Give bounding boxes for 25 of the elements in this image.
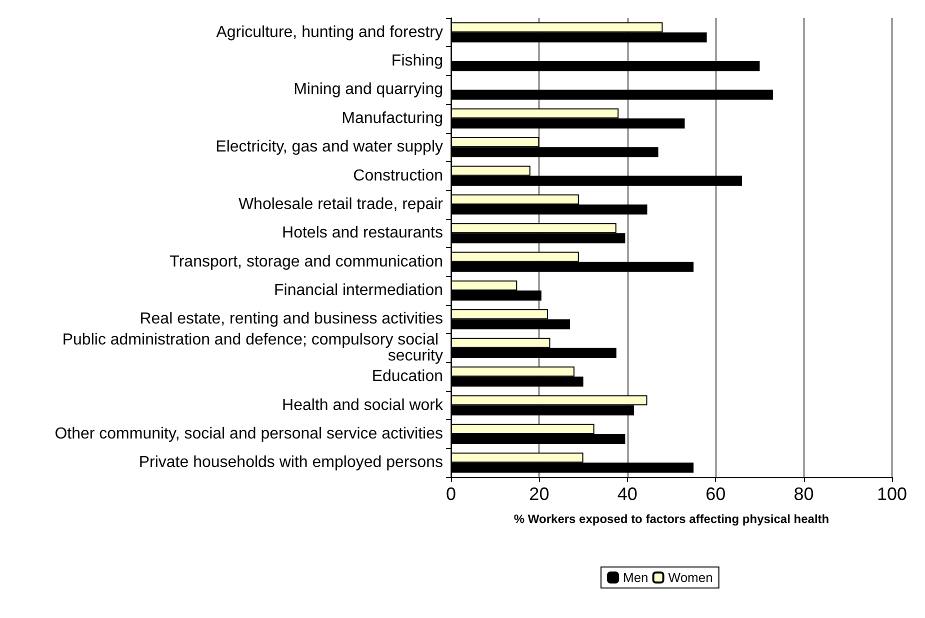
x-tick-label: 0 — [446, 484, 456, 504]
y-tick-label: Public administration and defence; compulsory social security — [62, 331, 443, 364]
y-tick-label: Electricity, gas and water supply — [216, 138, 443, 156]
y-tick-label: Other community, social and personal service activities — [54, 425, 443, 442]
x-tick-label: 80 — [794, 484, 814, 504]
legend-label: Women — [668, 570, 713, 585]
y-tick-label: Wholesale retail trade, repair — [238, 196, 444, 213]
x-axis-title: % Workers exposed to factors affecting physical health — [514, 512, 830, 526]
x-tick-label: 100 — [876, 484, 908, 504]
x-tick-label: 20 — [529, 484, 550, 504]
y-tick-label: Transport, storage and communication — [170, 253, 443, 270]
y-tick-label: Fishing — [391, 52, 443, 70]
y-tick-label: Education — [372, 368, 443, 386]
legend-label: Men — [623, 570, 648, 585]
y-tick-label: Hotels and restaurants — [282, 224, 443, 242]
x-tick-label: 60 — [706, 484, 726, 504]
x-tick-label: 40 — [617, 484, 638, 504]
y-tick-label: Health and social work — [282, 396, 444, 414]
y-tick-label: Construction — [353, 167, 443, 184]
y-tick-label: Real estate, renting and business activities — [140, 310, 443, 328]
y-tick-label: Financial intermediation — [274, 282, 443, 300]
y-tick-label: Mining and quarrying — [294, 81, 443, 98]
y-tick-label: Manufacturing — [342, 110, 443, 127]
y-tick-label: Agriculture, hunting and forestry — [216, 24, 443, 41]
y-tick-label: Private households with employed persons — [138, 454, 443, 472]
